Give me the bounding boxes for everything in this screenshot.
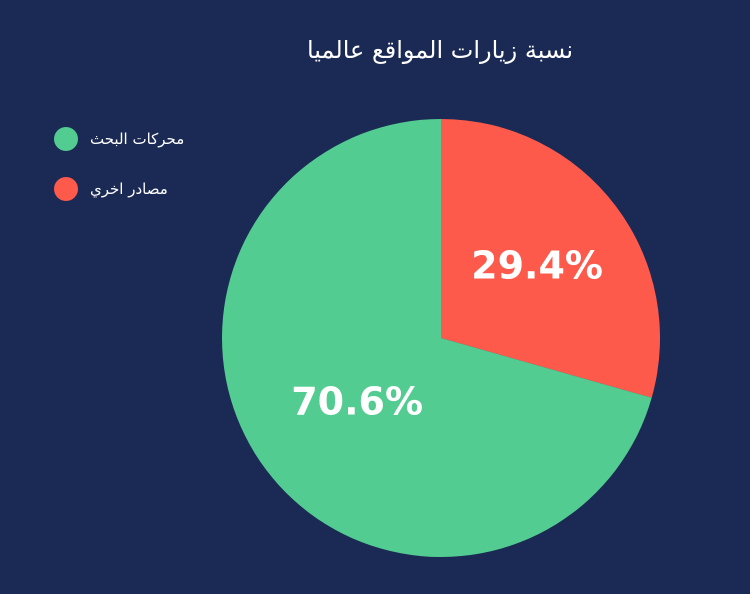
- legend-item-search-engines: محركات البحث: [54, 124, 184, 154]
- legend-label-search-engines: محركات البحث: [90, 130, 185, 148]
- pie-labels: 29.4% 70.6%: [291, 243, 603, 423]
- pie-label-search-engines: 70.6%: [291, 379, 423, 423]
- pie-label-other-sources: 29.4%: [471, 243, 603, 287]
- legend-item-other-sources: مصادر اخري: [54, 174, 184, 204]
- legend-swatch-other-sources: [54, 177, 78, 201]
- pie-slices: [221, 119, 660, 557]
- legend-label-other-sources: مصادر اخري: [90, 180, 168, 198]
- legend: محركات البحث مصادر اخري: [54, 124, 184, 224]
- pie-slice-other-sources: [441, 119, 660, 398]
- legend-swatch-search-engines: [54, 127, 78, 151]
- pie-slice-search-engines: [221, 119, 652, 557]
- chart-title: نسبة زيارات المواقع عالميا: [306, 36, 574, 64]
